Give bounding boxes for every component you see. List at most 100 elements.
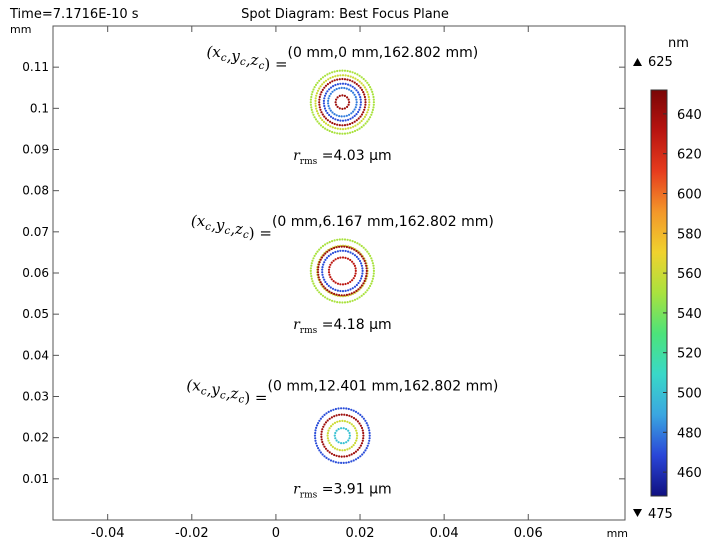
- colorbar-tick-label: 600: [677, 187, 702, 202]
- spot-point: [324, 122, 328, 125]
- colorbar-min-label: 475: [648, 507, 673, 522]
- spot-point: [321, 76, 325, 79]
- colorbar-tick-label: 500: [677, 387, 702, 402]
- spot-point: [343, 455, 346, 458]
- spot-point: [314, 104, 317, 108]
- spot-point: [351, 116, 354, 119]
- spot-point: [362, 77, 365, 81]
- spot-point: [324, 258, 327, 261]
- spot-point: [358, 74, 361, 77]
- spot-point: [353, 248, 356, 251]
- spot-point: [322, 425, 325, 428]
- spot-point: [353, 120, 356, 123]
- spot-point: [336, 289, 339, 292]
- spot-point: [371, 259, 374, 262]
- spot-point: [352, 110, 355, 113]
- colorbar-tick-label: 520: [677, 347, 702, 362]
- spot-point: [331, 423, 334, 426]
- spot-point: [339, 119, 342, 122]
- spot-point: [357, 91, 360, 94]
- spot-point: [349, 117, 352, 120]
- spot-point: [329, 253, 332, 256]
- spot-point: [337, 407, 340, 410]
- rms-value: 4.18 µm: [333, 317, 391, 333]
- spot-point: [323, 413, 326, 416]
- spot-point: [321, 126, 325, 129]
- spot-point: [333, 300, 336, 303]
- spot-point: [357, 412, 360, 415]
- spot-point: [323, 445, 326, 448]
- spot-point: [329, 276, 332, 279]
- spot-point: [359, 286, 362, 289]
- spot-point: [319, 293, 323, 296]
- spot-point: [333, 89, 336, 92]
- spot-point: [319, 417, 322, 420]
- spot-point: [319, 85, 322, 88]
- colorbar-unit: nm: [668, 36, 689, 51]
- spot-point: [340, 115, 343, 118]
- spot-point: [317, 422, 320, 425]
- spot-point: [354, 450, 358, 453]
- spot-point: [355, 113, 358, 116]
- spot-point: [355, 439, 358, 442]
- y-tick-label: 0.02: [22, 431, 49, 445]
- spot-point: [324, 287, 327, 290]
- spot-point: [321, 440, 324, 444]
- spot-point: [353, 274, 356, 277]
- spot-point: [363, 86, 366, 89]
- spot-point: [335, 439, 338, 442]
- spot-point: [353, 129, 357, 133]
- spot-point: [346, 78, 349, 81]
- spot-point: [349, 288, 352, 291]
- spot-point: [334, 83, 337, 87]
- spot-point: [355, 98, 358, 101]
- spot-point: [318, 87, 321, 90]
- spot-point: [368, 434, 371, 437]
- spot-point: [340, 245, 343, 248]
- spot-point: [321, 266, 324, 269]
- spot-point: [312, 282, 315, 285]
- spot-point: [322, 99, 325, 102]
- spot-point: [359, 86, 362, 89]
- spot-point: [350, 453, 353, 456]
- spot-point: [328, 266, 331, 269]
- spot-point: [353, 114, 356, 117]
- spot-point: [326, 419, 329, 422]
- spot-point: [350, 247, 353, 250]
- spot-point: [350, 415, 353, 418]
- spot-point: [334, 101, 337, 104]
- spot-point: [338, 132, 341, 135]
- spot-point: [338, 115, 341, 118]
- center-coord-prefix: (xc,yc,zc) =: [191, 212, 272, 242]
- spot-point: [316, 112, 320, 115]
- spot-point: [334, 118, 337, 121]
- spot-point: [340, 427, 343, 430]
- spot-point: [346, 238, 349, 241]
- spot-point: [328, 88, 331, 91]
- spot-point: [341, 69, 344, 72]
- spot-point: [325, 456, 328, 459]
- spot-point: [344, 256, 347, 259]
- spot-point: [357, 84, 360, 87]
- spot-point: [358, 93, 361, 96]
- spot-point: [367, 118, 370, 121]
- spot-point: [352, 417, 356, 420]
- x-tick-label: 0.06: [514, 526, 543, 541]
- spot-point: [322, 120, 326, 123]
- spot-point: [343, 420, 346, 423]
- spot-point: [336, 250, 339, 253]
- spot-point: [310, 275, 313, 278]
- spot-point: [360, 126, 363, 129]
- spot-point: [353, 72, 357, 75]
- spot-point: [347, 439, 350, 442]
- spot-point: [312, 257, 315, 260]
- spot-point: [348, 88, 351, 91]
- spot-point: [362, 434, 365, 437]
- spot-point: [354, 410, 358, 413]
- spot-point: [329, 459, 333, 462]
- spot-point: [323, 107, 327, 110]
- spot-point: [343, 78, 347, 81]
- spot-point: [314, 118, 318, 121]
- spot-point: [327, 284, 330, 287]
